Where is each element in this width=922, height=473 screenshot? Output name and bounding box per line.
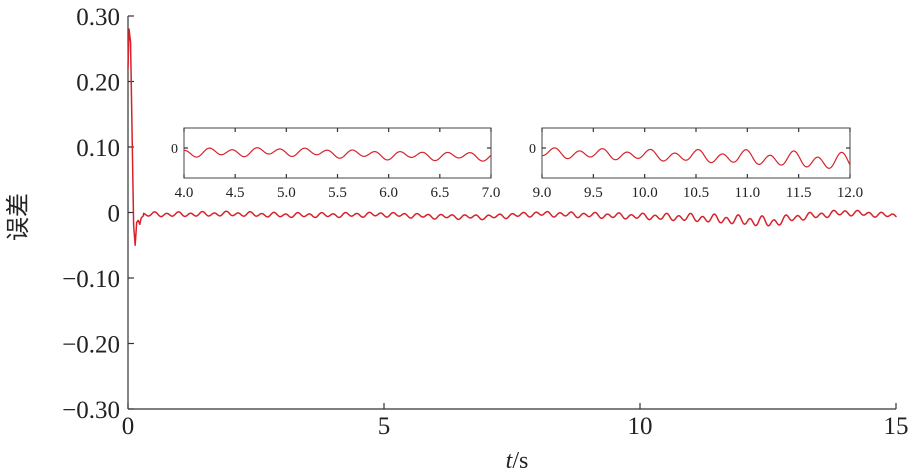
inset-y-tick-label: 0 [171, 142, 178, 157]
y-tick-label: 0 [108, 201, 121, 228]
x-axis-label: t/s [506, 448, 529, 473]
inset-x-tick-label: 4.0 [175, 185, 194, 201]
y-tick-label: 0.20 [76, 70, 120, 97]
inset-x-tick-label: 7.0 [482, 185, 501, 201]
x-axis-label-unit: /s [512, 448, 528, 473]
inset-x-tick-label: 5.0 [277, 185, 296, 201]
x-tick-label: 5 [378, 413, 391, 440]
y-tick-label: −0.20 [62, 332, 120, 359]
inset-x-tick-label: 6.0 [379, 185, 398, 201]
inset-x-tick-label: 11.0 [734, 185, 760, 201]
y-axis-label: 误差 [4, 193, 32, 241]
inset-x-tick-label: 10.0 [632, 185, 658, 201]
y-tick-label: −0.10 [62, 266, 120, 293]
inset-x-tick-label: 4.5 [226, 185, 245, 201]
inset-series-line [183, 147, 492, 162]
main-axes: 0.300.200.100−0.10−0.20−0.300 5 10 15 [62, 4, 908, 440]
inset-series-line [541, 147, 851, 169]
x-tick-label: 0 [122, 413, 135, 440]
y-tick-label: 0.30 [76, 4, 120, 31]
inset-x-tick-label: 10.5 [683, 185, 709, 201]
y-tick-label: −0.30 [62, 397, 120, 424]
inset-x-tick-label: 9.5 [584, 185, 603, 201]
inset-frame [541, 127, 851, 179]
inset-y-tick-label: 0 [529, 142, 536, 157]
inset-x-tick-label: 11.5 [786, 185, 812, 201]
x-tick-label: 10 [628, 413, 653, 440]
axis-labels: t/s 误差 [4, 193, 528, 473]
y-tick-label: 0.10 [76, 135, 120, 162]
inset-zoom-9-to-12: 0 9.0 9.5 10.0 10.5 11.0 11.5 12.0 [529, 127, 863, 201]
inset-x-tick-label: 9.0 [533, 185, 552, 201]
inset-zoom-4-to-7: 0 4.0 4.5 5.0 5.5 6.0 6.5 7.0 [171, 127, 501, 201]
x-axis-label-var: t [506, 448, 514, 473]
error-series-line [127, 28, 897, 246]
inset-x-tick-label: 5.5 [328, 185, 347, 201]
inset-x-tick-label: 12.0 [837, 185, 863, 201]
main-series [127, 28, 897, 246]
x-tick-label: 15 [884, 413, 909, 440]
inset-x-tick-label: 6.5 [430, 185, 449, 201]
